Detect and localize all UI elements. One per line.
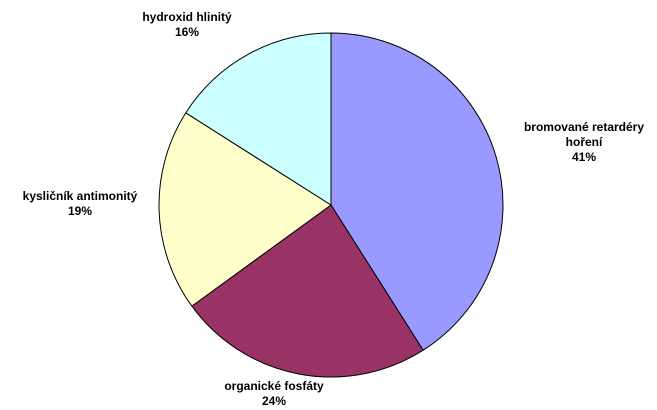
slice-name-label: bromované retardéry bbox=[524, 120, 644, 134]
pie-slice bbox=[158, 112, 332, 307]
pie-slice bbox=[191, 204, 424, 378]
slice-label: organické fosfáty 24% bbox=[224, 379, 324, 408]
slice-percent-label: 41% bbox=[572, 150, 596, 164]
pie-slice bbox=[330, 32, 504, 351]
slice-label: kysličník antimonitý 19% bbox=[23, 189, 138, 218]
slice-name-label: hoření bbox=[566, 135, 603, 149]
pie-slice bbox=[185, 32, 332, 206]
pie-labels: bromované retardéry hoření 41% organické fo… bbox=[23, 10, 645, 408]
slice-name-label: organické fosfáty bbox=[224, 379, 324, 393]
slice-name-label: hydroxid hlinitý bbox=[142, 10, 232, 24]
slice-label: hydroxid hlinitý 16% bbox=[142, 10, 232, 39]
slice-percent-label: 16% bbox=[175, 25, 199, 39]
slice-percent-label: 19% bbox=[68, 204, 92, 218]
slice-label: bromované retardéry hoření 41% bbox=[524, 120, 644, 164]
slice-name-label: kysličník antimonitý bbox=[23, 189, 138, 203]
pie-slices bbox=[158, 32, 504, 378]
slice-percent-label: 24% bbox=[262, 394, 286, 408]
